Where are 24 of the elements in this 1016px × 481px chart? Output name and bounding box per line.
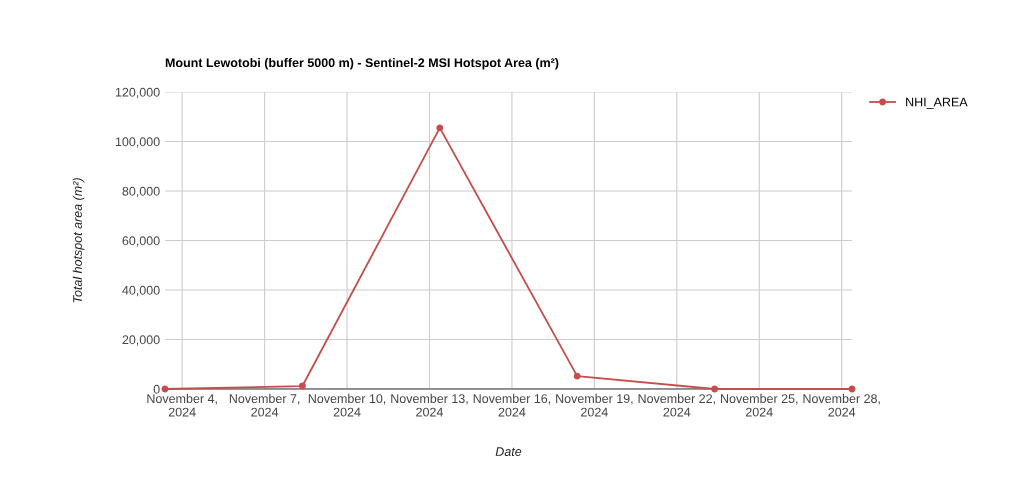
x-tick-label: November 19, 2024 [556, 393, 633, 417]
y-tick-label: 100,000 [115, 137, 160, 148]
x-tick-label: November 4, 2024 [147, 393, 217, 417]
point [436, 124, 444, 132]
y-tick-label: 0 [153, 384, 160, 394]
point [298, 382, 306, 390]
legend-label: NHI_AREA [906, 97, 968, 109]
chart-title: Mount Lewotobi (buffer 5000 m) - Sentinel-2 MSI Hotspot Area (m²) [165, 57, 559, 70]
point [711, 385, 719, 393]
point [573, 372, 581, 380]
y-tick-label: 80,000 [122, 186, 160, 198]
y-axis-title: Total hotspot area (m²) [72, 178, 85, 303]
y-tick-label: 20,000 [122, 335, 160, 346]
x-axis-title: Date [495, 447, 522, 456]
x-tick-label: November 16, 2024 [473, 393, 551, 417]
x-tick-label: November 10, 2024 [308, 393, 386, 417]
x-tick-label: November 25, 2024 [721, 393, 798, 417]
y-tick-label: 120,000 [115, 87, 160, 99]
x-tick-label: November 22, 2024 [638, 393, 715, 417]
x-tick-label: November 7, 2024 [229, 393, 300, 417]
y-tick-label: 60,000 [122, 236, 160, 247]
x-tick-label: November 13, 2024 [391, 393, 468, 417]
x-tick-label: November 28, 2024 [803, 393, 880, 417]
y-tick-label: 40,000 [122, 285, 160, 297]
